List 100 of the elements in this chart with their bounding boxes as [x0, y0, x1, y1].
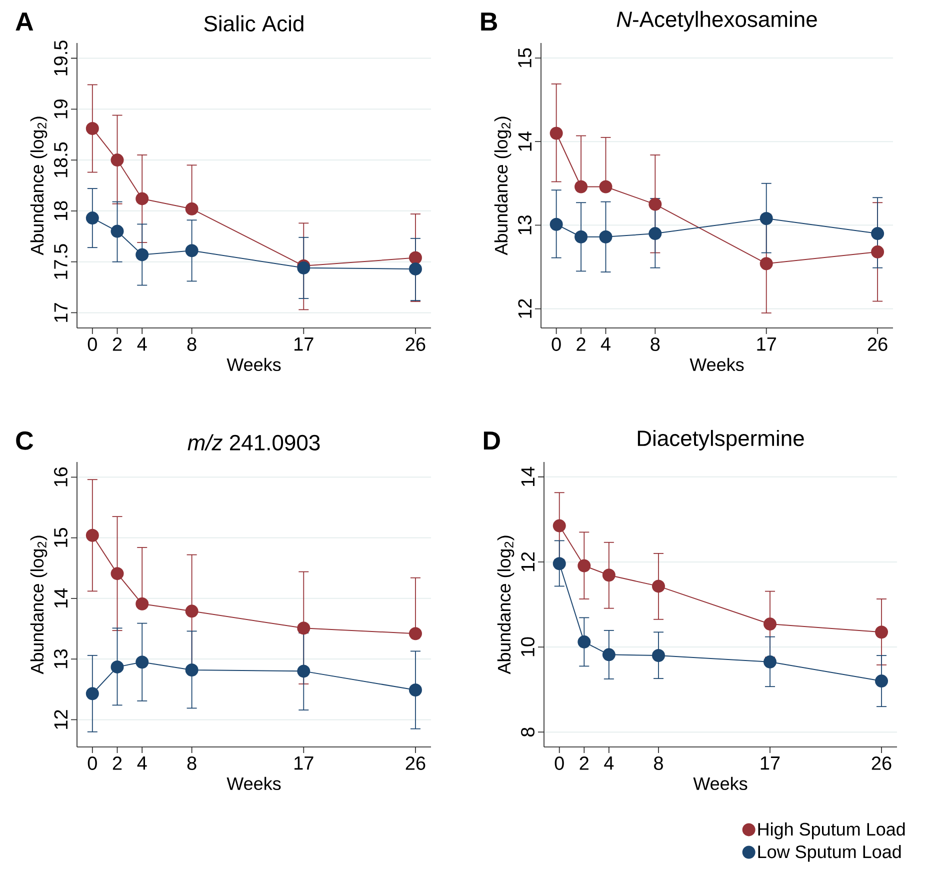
y-tick-label: 19: [54, 99, 68, 118]
point: [599, 180, 612, 194]
point: [185, 202, 198, 216]
x-tick-label: 2: [580, 756, 588, 770]
legend-label: High Sputum Load: [758, 822, 905, 840]
x-tick-label: 17: [757, 338, 776, 351]
y-tick-label: 14: [518, 132, 532, 151]
y-tick-label: 10: [521, 637, 534, 656]
point: [875, 674, 888, 688]
point: [408, 627, 422, 640]
text: C: [16, 431, 34, 450]
x-tick-label: 8: [650, 338, 660, 351]
point: [550, 218, 563, 231]
y-tick-label: 15: [518, 48, 532, 68]
x-tick-label: 8: [187, 338, 196, 351]
point: [552, 519, 566, 532]
point: [574, 180, 588, 194]
y-tick-label: 8: [521, 728, 534, 737]
point: [86, 122, 99, 135]
x-tick-label: 17: [760, 756, 780, 770]
y-axis-title: Abundance (log$_{2}$): [494, 116, 512, 256]
point: [652, 649, 665, 662]
y-tick-label: 18: [54, 201, 68, 220]
x-tick-label: 26: [406, 756, 426, 770]
x-axis-title: Weeks: [226, 776, 281, 790]
x-tick-label: 0: [88, 338, 97, 351]
x-tick-label: 4: [604, 756, 614, 770]
x-tick-label: 4: [600, 338, 610, 351]
point: [110, 224, 124, 238]
x-tick-label: 17: [294, 338, 314, 351]
x-axis-title: Weeks: [693, 776, 748, 790]
y-tick-label: 13: [54, 649, 68, 668]
point: [297, 664, 310, 678]
chart-title: Diacetylspermine: [638, 430, 804, 450]
point: [185, 244, 198, 258]
y-tick-label: 12: [518, 299, 532, 318]
point: [602, 568, 616, 582]
chart-title: Sialic Acid: [204, 15, 304, 32]
x-tick-label: 26: [872, 756, 892, 770]
point: [871, 245, 884, 258]
x-axis-title: Weeks: [226, 358, 281, 372]
y-axis-title: Abundance (log$_{2}$): [30, 116, 48, 256]
point: [875, 626, 888, 639]
y-axis-title: Abundance (log$_{2}$): [30, 536, 48, 674]
point: [408, 262, 422, 276]
y-tick-label: 15: [54, 528, 68, 547]
y-tick-label: 16: [54, 467, 68, 486]
x-tick-label: 17: [294, 756, 314, 770]
point: [136, 597, 149, 610]
point: [136, 248, 149, 262]
y-tick-label: 14: [54, 588, 68, 608]
point: [652, 580, 665, 593]
point: [110, 154, 124, 167]
x-tick-label: 2: [576, 338, 586, 351]
x-tick-label: 0: [88, 756, 97, 770]
point: [648, 198, 662, 211]
point: [136, 192, 149, 206]
y-tick-label: 18.5: [54, 142, 68, 178]
y-tick-label: 12: [54, 710, 68, 729]
point: [185, 663, 198, 676]
text: B: [481, 12, 498, 31]
x-tick-label: 26: [406, 338, 426, 351]
y-tick-label: 12: [521, 552, 534, 572]
point: [648, 227, 662, 240]
point: [764, 618, 777, 631]
point: [760, 212, 773, 225]
point: [760, 257, 773, 270]
y-axis-title: Abundance (log$_{2}$): [497, 536, 514, 674]
y-tick-label: 19.5: [54, 40, 68, 76]
point: [185, 604, 198, 618]
chart-title: m/z 241.0903: [188, 434, 320, 450]
point: [574, 230, 588, 244]
point: [86, 528, 99, 542]
point: [552, 557, 566, 570]
y-tick-label: 17.5: [54, 244, 68, 279]
x-tick-label: 2: [112, 756, 122, 770]
point: [408, 683, 422, 696]
point: [871, 227, 884, 240]
point: [86, 687, 99, 700]
point: [550, 126, 563, 140]
y-tick-label: 13: [518, 215, 532, 234]
point: [136, 656, 149, 669]
x-tick-label: 4: [137, 338, 147, 351]
point: [578, 635, 591, 648]
point: [599, 230, 612, 244]
x-tick-label: 8: [654, 756, 663, 770]
point: [110, 567, 124, 580]
point: [408, 251, 422, 264]
x-tick-label: 26: [868, 338, 888, 351]
x-tick-label: 8: [187, 756, 196, 770]
chart-title: N-Acetylhexosamine: [616, 10, 817, 32]
legend-label: Low Sputum Load: [758, 844, 901, 862]
y-tick-label: 14: [521, 466, 534, 486]
x-tick-label: 0: [554, 756, 564, 770]
point: [297, 622, 310, 635]
point: [110, 660, 124, 674]
point: [764, 655, 777, 668]
text: A: [16, 12, 34, 31]
x-tick-label: 2: [112, 338, 122, 351]
x-tick-label: 0: [552, 338, 561, 351]
